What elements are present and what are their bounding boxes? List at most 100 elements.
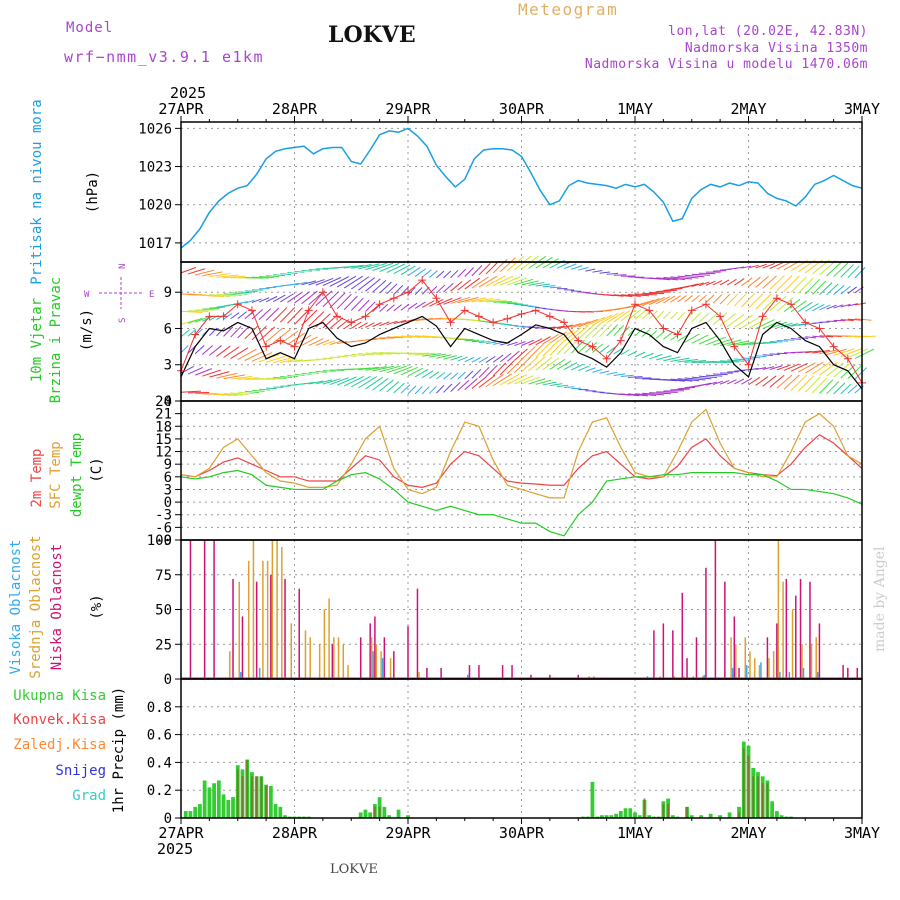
- wind-arrow: [315, 370, 328, 373]
- y-tick-label: 1023: [138, 160, 172, 176]
- wind-gust-marker: [772, 294, 781, 303]
- wind-arrow: [691, 334, 709, 344]
- wind-arrow: [748, 276, 761, 287]
- wind-arrow: [812, 322, 823, 324]
- wind-arrow: [478, 374, 496, 388]
- wind-arrow: [648, 330, 658, 338]
- wind-arrow: [840, 303, 851, 308]
- wind-arrow: [578, 266, 589, 271]
- wind-arrow: [549, 358, 566, 370]
- wind-arrow: [279, 307, 296, 323]
- wind-arrow: [833, 363, 850, 378]
- wind-arrow: [244, 390, 260, 394]
- wind-arrow: [833, 348, 855, 356]
- wind-arrow: [542, 357, 560, 371]
- y-tick-label: 24: [155, 394, 172, 410]
- wind-arrow: [677, 275, 699, 279]
- wind-arrow: [337, 355, 349, 358]
- wind-arrow: [570, 363, 584, 371]
- wind-arrow: [443, 297, 462, 305]
- precip-conv-bar: [747, 755, 750, 818]
- product-title: Meteogram: [518, 0, 619, 19]
- wind-arrow: [272, 328, 291, 344]
- precip-total-legend: Ukupna Kisa: [13, 688, 106, 704]
- precip-conv-bar: [241, 776, 244, 818]
- wind-arrow: [436, 297, 453, 306]
- wind-arrow: [762, 375, 777, 387]
- wind-arrow: [812, 361, 831, 375]
- wind-arrow: [769, 374, 785, 388]
- wind-arrow: [585, 268, 596, 272]
- wind-arrow: [492, 373, 512, 387]
- precip-total-bar: [202, 780, 207, 818]
- precip-total-bar: [387, 815, 391, 818]
- wind-arrow: [854, 302, 867, 306]
- wind-arrow: [797, 277, 814, 294]
- wind-arrow: [287, 292, 302, 303]
- sfc-axis-title: SFC Temp: [48, 441, 64, 508]
- wind-arrow: [421, 269, 432, 278]
- wind-arrow: [322, 276, 342, 287]
- wind-arrow: [819, 379, 834, 394]
- wind-arrow: [606, 272, 619, 275]
- wind-arrow: [854, 367, 867, 380]
- wind-gust-marker: [304, 306, 313, 315]
- wind-arrow: [365, 301, 376, 312]
- wind-arrow: [634, 309, 647, 320]
- wind-arrow: [358, 352, 374, 356]
- wind-arrow: [790, 276, 807, 293]
- wind-arrow: [642, 392, 664, 396]
- wind-arrow: [443, 354, 457, 360]
- wind-arrow: [698, 335, 718, 345]
- wind-arrow: [273, 274, 286, 277]
- wind-arrow: [592, 343, 604, 353]
- wind-arrow: [223, 293, 242, 296]
- wind-arrow: [301, 280, 317, 286]
- wind-arrow: [713, 373, 728, 376]
- wind-arrow: [507, 374, 527, 385]
- wind-arrow: [251, 309, 263, 320]
- wind-arrow: [620, 294, 641, 297]
- wind-arrow: [826, 381, 840, 395]
- dewpoint-axis-title: dewpt Temp: [69, 433, 85, 517]
- wind-arrow: [202, 294, 224, 298]
- wind-arrow: [251, 352, 273, 362]
- wind-arrow: [826, 283, 839, 296]
- wind-arrow: [670, 378, 693, 382]
- wind-arrow: [344, 264, 364, 269]
- wind-arrow: [812, 335, 825, 338]
- wind-arrow: [592, 269, 603, 273]
- model-label: Model: [66, 20, 114, 36]
- wind-gust-marker: [418, 276, 427, 285]
- wind-arrow: [415, 352, 436, 356]
- wind-arrow: [485, 299, 507, 303]
- wind-arrow: [187, 366, 203, 375]
- wind-arrow: [521, 376, 540, 385]
- wind-arrow: [273, 357, 292, 363]
- wind-arrow: [258, 308, 272, 321]
- wind-arrow: [719, 279, 730, 286]
- wind-arrow: [372, 365, 395, 372]
- precip-total-bar: [604, 815, 609, 818]
- wind-arrow: [790, 362, 808, 372]
- wind-arrow: [457, 356, 469, 362]
- wind-arrow: [726, 293, 739, 306]
- wind-arrow: [499, 373, 520, 386]
- wind-arrow: [705, 374, 723, 377]
- wind-arrow: [627, 376, 643, 378]
- wind-arrow: [698, 375, 718, 379]
- compass-east: E: [149, 290, 154, 300]
- wind-gust-marker: [616, 336, 625, 345]
- wind-arrow: [429, 353, 447, 358]
- wind-arrow: [478, 366, 490, 379]
- wind-arrow: [237, 377, 259, 380]
- wind-arrow: [493, 301, 513, 303]
- precip-conv-bar: [260, 776, 263, 818]
- precip-total-bar: [183, 811, 188, 818]
- precip-total-bar: [718, 815, 723, 818]
- wind-arrow: [606, 294, 624, 297]
- wind-arrow: [507, 324, 518, 327]
- wind-gust-marker: [347, 318, 356, 327]
- wind-arrow: [528, 281, 545, 286]
- wind-arrow: [769, 275, 785, 290]
